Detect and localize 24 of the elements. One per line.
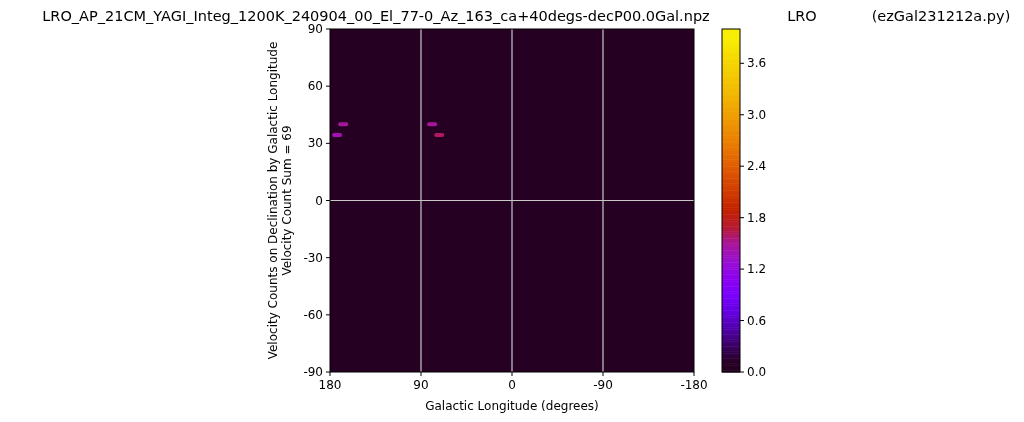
y-tick-label: -30: [303, 250, 323, 265]
chart-title: LRO_AP_21CM_YAGI_Integ_1200K_240904_00_El_77-0_Az_163_ca+40degs-decP00.0Gal.npz: [42, 8, 710, 24]
x-axis-title: Galactic Longitude (degrees): [425, 399, 599, 413]
x-tick-label: -180: [680, 378, 708, 392]
text: (ezGal231212a.py): [871, 8, 1011, 24]
color-bar-label: 1.8: [747, 210, 767, 225]
color-bar-label: 3.6: [747, 56, 767, 71]
y-tick-label: 90: [307, 22, 323, 36]
x-tick-label: 180: [318, 378, 342, 392]
y-axis-title: Velocity Counts on Declination by Galactic Longitude Velocity Count Sum = 69: [266, 41, 294, 360]
y-tick-label: 30: [307, 136, 323, 151]
color-bar-label: 2.4: [747, 159, 767, 174]
x-tick-label: 90: [413, 378, 429, 392]
y-tick-label: 0: [315, 193, 323, 208]
color-bar-label: 0.6: [747, 313, 767, 328]
color-bar-label: 0.0: [747, 365, 767, 379]
x-tick-label: -90: [593, 378, 613, 392]
color-bar-label: 3.0: [747, 107, 767, 122]
x-tick-label: 0: [508, 378, 516, 392]
y-tick-label: -60: [303, 307, 323, 322]
color-bar-label: 1.2: [747, 262, 767, 277]
text: LRO: [787, 8, 817, 24]
y-tick-label: 60: [307, 79, 323, 94]
y-tick-label: -90: [303, 365, 323, 379]
